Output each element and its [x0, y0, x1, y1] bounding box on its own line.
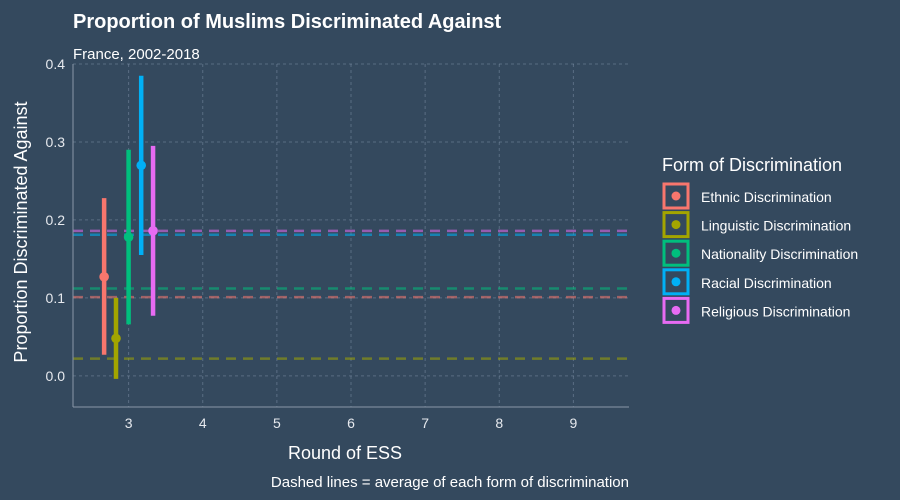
legend-key-dot — [671, 248, 681, 258]
legend-key — [662, 296, 690, 324]
chart-title: Proportion of Muslims Discriminated Agai… — [73, 11, 502, 33]
legend-key-dot — [671, 305, 681, 315]
legend: Form of Discrimination Ethnic Discrimina… — [662, 155, 858, 324]
x-axis-label: Round of ESS — [288, 443, 402, 463]
y-tick-label: 0.3 — [46, 134, 66, 150]
legend-label: Ethnic Discrimination — [701, 189, 832, 205]
y-tick-label: 0.2 — [46, 212, 66, 228]
x-tick-label: 6 — [347, 415, 355, 431]
data-point — [136, 160, 147, 171]
chart-subtitle: France, 2002-2018 — [73, 46, 200, 63]
error-bars — [101, 75, 156, 379]
axes: 0.0 0.1 0.2 0.3 0.4 3 4 5 6 7 8 9 — [46, 56, 629, 431]
x-tick-label: 4 — [199, 415, 207, 431]
x-tick-label: 8 — [495, 415, 503, 431]
legend-items: Ethnic Discrimination Linguistic Discrimi… — [662, 182, 858, 324]
legend-key-dot — [671, 191, 681, 201]
data-point — [99, 272, 109, 282]
data-point — [111, 333, 121, 344]
legend-key-dot — [671, 277, 681, 287]
legend-label: Religious Discrimination — [701, 303, 850, 319]
legend-title: Form of Discrimination — [662, 155, 842, 175]
x-tick-label: 3 — [125, 415, 133, 431]
legend-key-dot — [671, 220, 681, 230]
legend-label: Racial Discrimination — [701, 275, 832, 291]
legend-label: Nationality Discrimination — [701, 246, 858, 262]
data-point — [123, 232, 134, 242]
y-axis-label: Proportion Discriminated Against — [11, 101, 31, 362]
average-lines — [73, 229, 629, 360]
legend-label: Linguistic Discrimination — [701, 218, 851, 234]
data-point — [148, 226, 158, 236]
x-tick-label: 5 — [273, 415, 281, 431]
chart-caption: Dashed lines = average of each form of d… — [271, 474, 629, 491]
y-tick-label: 0.0 — [46, 368, 66, 384]
plot-area — [73, 63, 629, 407]
x-tick-label: 9 — [570, 415, 578, 431]
y-tick-label: 0.4 — [46, 56, 66, 72]
y-tick-label: 0.1 — [46, 290, 66, 306]
data-points — [99, 160, 158, 344]
x-tick-label: 7 — [421, 415, 429, 431]
